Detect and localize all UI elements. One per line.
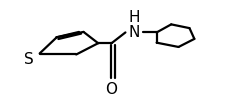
- Text: H: H: [128, 10, 140, 25]
- Text: N: N: [129, 25, 140, 40]
- Text: S: S: [24, 52, 34, 67]
- Text: O: O: [106, 82, 118, 97]
